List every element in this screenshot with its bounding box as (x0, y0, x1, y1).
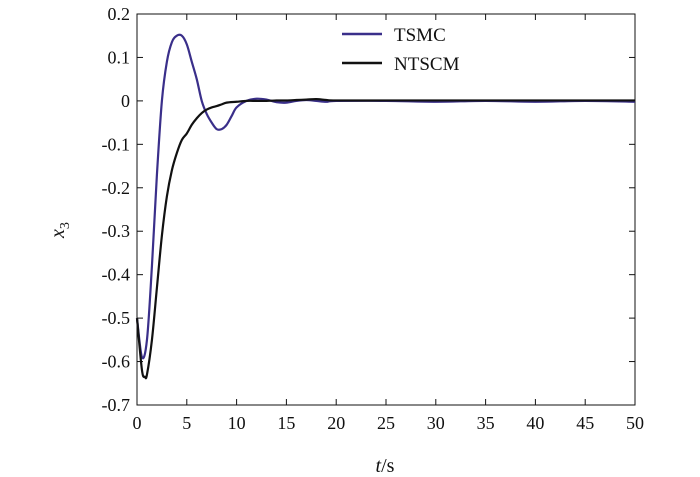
labels-layer: 0 5 10 15 20 25 30 35 40 45 50 0.2 0.1 0 -0.1 -0.2 -0.3 -… (102, 4, 645, 433)
x-tick-label: 20 (327, 413, 345, 433)
legend-label-ntscm: NTSCM (394, 54, 460, 75)
x-tick-label: 30 (427, 413, 445, 433)
x-tick-label: 0 (133, 413, 142, 433)
y-tick-label: 0.1 (108, 47, 131, 67)
y-tick-label: -0.1 (102, 134, 131, 154)
x-tick-label: 45 (576, 413, 594, 433)
y-axis-label-var: x (47, 229, 69, 239)
y-tick-label: -0.6 (102, 352, 131, 372)
x-axis-label-var: t (376, 455, 382, 477)
y-tick-label: -0.4 (102, 265, 131, 285)
y-axis-label-sub: 3 (58, 222, 73, 229)
x-tick-label: 40 (526, 413, 544, 433)
x-tick-label: 10 (228, 413, 246, 433)
y-tick-label: -0.7 (102, 395, 131, 415)
y-tick-label: -0.2 (102, 178, 131, 198)
x-tick-label: 25 (377, 413, 395, 433)
y-axis-label: x3 (47, 222, 73, 239)
y-tick-label: -0.3 (102, 221, 131, 241)
series-line-ntscm (135, 98, 635, 380)
y-tick-label: -0.5 (102, 308, 131, 328)
x-tick-label: 35 (477, 413, 495, 433)
y-tick-label: 0 (121, 91, 130, 111)
series-layer (135, 33, 636, 380)
y-tick-label: 0.2 (108, 4, 131, 24)
x-tick-label: 5 (182, 413, 191, 433)
x-tick-label: 50 (626, 413, 644, 433)
x-axis-label-unit: /s (381, 455, 395, 477)
x-axis-label: t/s (376, 455, 395, 477)
x-tick-label: 15 (277, 413, 295, 433)
ticks-layer (136, 13, 636, 406)
legend: TSMC NTSCM (342, 25, 460, 75)
legend-label-tsmc: TSMC (394, 25, 446, 46)
